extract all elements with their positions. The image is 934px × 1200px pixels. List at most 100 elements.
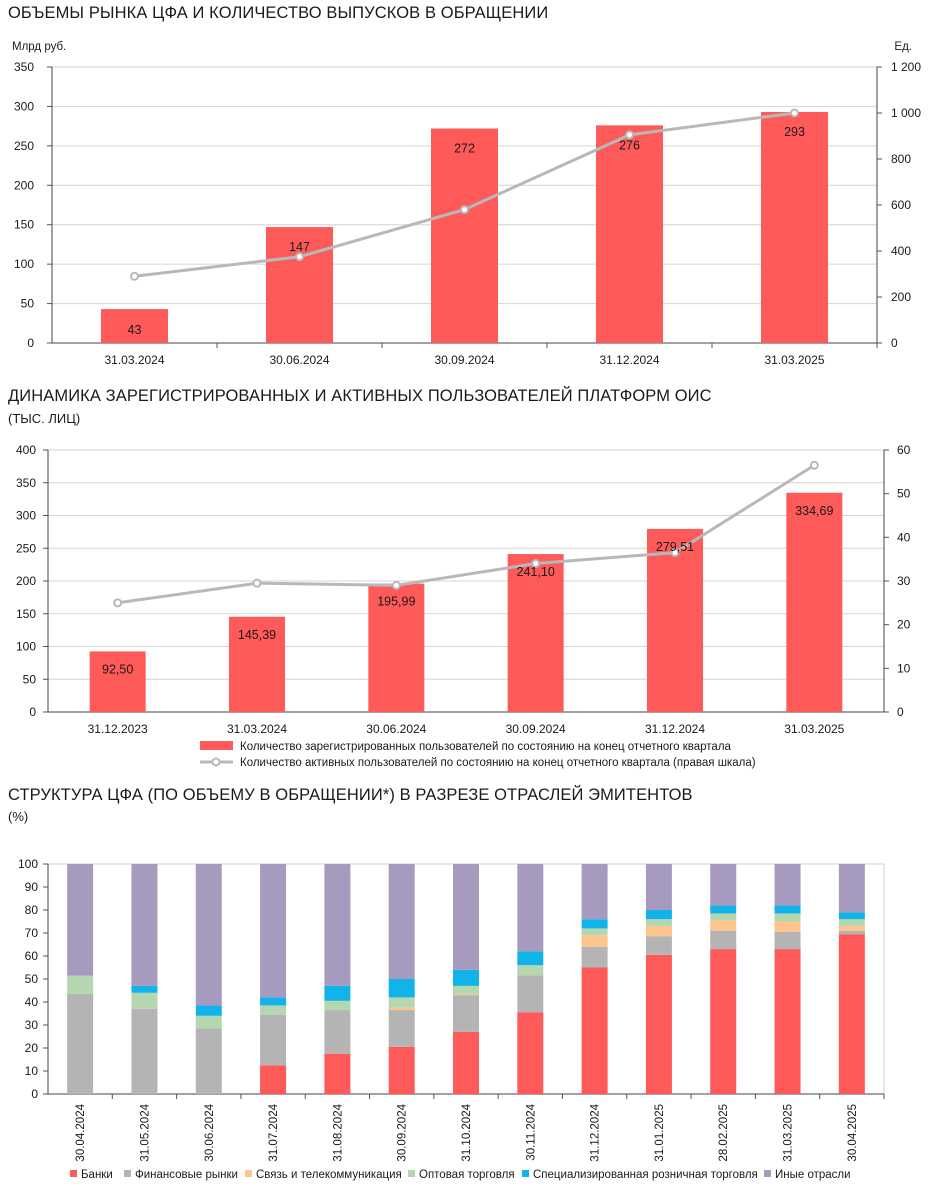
y-tick-label: 50: [25, 972, 39, 986]
x-tick-label: 31.12.2024: [599, 353, 659, 367]
right-tick-label: 20: [897, 618, 911, 632]
legend-swatch: [408, 1170, 415, 1177]
x-tick-label: 31.01.2025: [654, 1104, 666, 1162]
line-point: [531, 559, 541, 569]
stack-segment: [838, 919, 865, 927]
stack-segment: [838, 912, 865, 920]
legend-swatch: [70, 1170, 77, 1177]
left-tick-label: 50: [23, 672, 37, 686]
stack-segment: [774, 905, 801, 914]
bar: [229, 616, 285, 712]
x-tick-label: 28.02.2025: [718, 1104, 730, 1162]
left-tick-label: 300: [16, 509, 36, 523]
bar: [761, 111, 828, 343]
x-tick-label: 31.03.2024: [227, 722, 287, 736]
y-tick-label: 80: [25, 903, 39, 917]
stack-segment: [774, 949, 801, 1094]
bar-data-label: 272: [454, 142, 475, 156]
legend-swatch: [245, 1170, 252, 1177]
left-tick-label: 150: [16, 607, 36, 621]
stack-segment: [710, 930, 737, 950]
stack-segment: [67, 993, 94, 1094]
stack-segment: [453, 995, 479, 1032]
stack-segment: [453, 985, 479, 994]
stack-segment: [645, 864, 672, 910]
stack-segment: [581, 946, 608, 968]
stack-segment: [517, 1012, 544, 1094]
y-tick-label: 20: [25, 1041, 39, 1055]
stack-segment: [260, 864, 287, 998]
x-tick-label: 30.09.2024: [397, 1103, 409, 1161]
right-tick-label: 0: [897, 705, 904, 719]
bar: [786, 492, 843, 712]
stack-segment: [710, 913, 737, 921]
line-point: [670, 548, 680, 558]
bar-data-label: 92,50: [102, 662, 133, 676]
bar: [368, 583, 425, 712]
stack-segment: [710, 949, 737, 1094]
line-point: [809, 460, 819, 470]
x-tick-label: 31.12.2023: [88, 722, 148, 736]
stack-segment: [838, 926, 865, 931]
bar-data-label: 293: [784, 125, 805, 139]
x-tick-label: 31.03.2025: [764, 353, 824, 367]
stack-segment: [774, 921, 801, 932]
stack-segment: [517, 864, 544, 952]
bar: [596, 125, 663, 344]
chart3-title: СТРУКТУРА ЦФА (ПО ОБЪЕМУ В ОБРАЩЕНИИ*) В…: [8, 786, 693, 804]
y-tick-label: 60: [25, 949, 39, 963]
stack-segment: [195, 864, 222, 1006]
stack-segment: [453, 969, 479, 986]
stack-segment: [388, 1010, 415, 1047]
left-tick-label: 100: [16, 640, 36, 654]
stack-segment: [324, 1010, 351, 1054]
line-point: [790, 108, 799, 118]
x-tick-label: 31.03.2025: [783, 1104, 795, 1162]
chart1-title: ОБЪЕМЫ РЫНКА ЦФА И КОЛИЧЕСТВО ВЫПУСКОВ В…: [8, 4, 549, 22]
stack-segment: [388, 1007, 415, 1011]
bar-data-label: 147: [289, 240, 310, 254]
bar: [647, 528, 703, 712]
right-tick-label: 600: [891, 198, 911, 212]
stack-segment: [710, 905, 737, 914]
left-tick-label: 100: [14, 257, 34, 271]
chart3-subtitle: (%): [8, 809, 29, 824]
stack-segment: [67, 864, 94, 976]
y-tick-label: 90: [25, 880, 39, 894]
left-tick-label: 250: [16, 541, 36, 555]
chart2-title: ДИНАМИКА ЗАРЕГИСТРИРОВАННЫХ И АКТИВНЫХ П…: [8, 387, 712, 405]
bar: [101, 309, 168, 343]
bar-data-label: 279,51: [656, 540, 694, 554]
bar: [431, 128, 498, 343]
stack-segment: [774, 931, 801, 950]
stack-segment: [517, 965, 544, 976]
line-point: [130, 271, 139, 281]
legend-label: Специализированная розничная торговля: [533, 1169, 758, 1181]
stack-segment: [324, 1000, 351, 1011]
legend-marker-active: [211, 757, 221, 767]
right-tick-label: 40: [897, 530, 911, 544]
x-tick-label: 31.07.2024: [268, 1103, 280, 1161]
chart2-subtitle: (ТЫС. ЛИЦ): [8, 411, 81, 426]
stack-segment: [260, 1014, 287, 1066]
x-tick-label: 31.12.2024: [645, 722, 705, 736]
active-users-line: [117, 464, 816, 605]
x-tick-label: 30.04.2024: [75, 1103, 87, 1161]
legend-label: Финансовые рынки: [135, 1169, 238, 1181]
bar: [266, 227, 333, 343]
right-tick-label: 0: [891, 336, 898, 350]
left-tick-label: 350: [16, 476, 36, 490]
line-point: [625, 130, 634, 140]
stack-segment: [774, 913, 801, 922]
x-tick-label: 30.06.2024: [269, 353, 329, 367]
stack-segment: [517, 975, 544, 1013]
right-tick-label: 50: [897, 487, 911, 501]
left-tick-label: 350: [14, 60, 34, 74]
stack-segment: [324, 1053, 351, 1094]
left-tick-label: 400: [16, 443, 36, 457]
stack-segment: [453, 1031, 479, 1094]
right-tick-label: 200: [891, 290, 911, 304]
left-tick-label: 150: [14, 218, 34, 232]
stack-segment: [388, 1046, 415, 1094]
stack-segment: [131, 864, 158, 986]
